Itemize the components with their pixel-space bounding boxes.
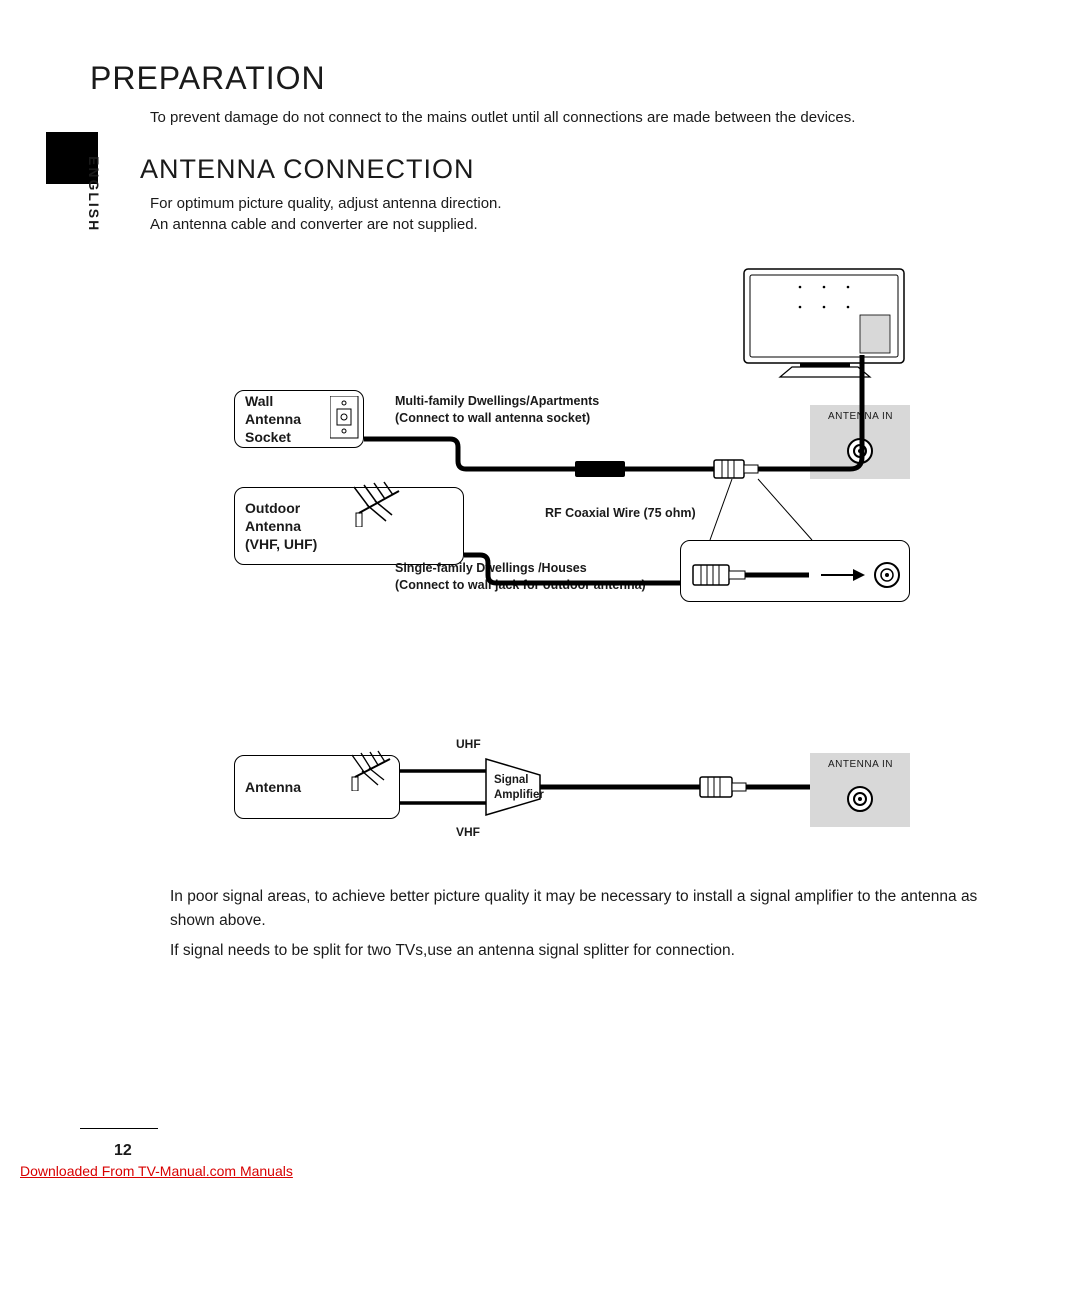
page-number: 12 [114,1142,132,1160]
body-paragraph-2: If signal needs to be split for two TVs,… [170,939,1000,963]
sub-intro-2: An antenna cable and converter are not s… [150,214,1000,235]
antenna-label-2: Antenna [245,778,301,796]
vhf-label: VHF [456,825,480,839]
amp-label: Signal Amplifier [494,773,544,803]
wall-plate-icon [330,396,360,440]
uhf-label: UHF [456,737,481,751]
tv-icon [740,265,910,385]
footer-link[interactable]: Downloaded From TV-Manual.com Manuals [20,1163,293,1179]
manual-page: ENGLISH PREPARATION To prevent damage do… [0,0,1080,1315]
warning-text: To prevent damage do not connect to the … [150,107,1000,128]
yagi-antenna-icon [314,477,404,527]
body-paragraph-1: In poor signal areas, to achieve better … [170,885,1000,933]
antenna-in-label-2: ANTENNA IN [828,759,893,770]
rf-coax-caption: RF Coaxial Wire (75 ohm) [545,505,696,522]
sub-intro-1: For optimum picture quality, adjust ante… [150,193,1000,214]
page-rule [80,1128,158,1129]
language-tab-label: ENGLISH [86,156,102,232]
section-title: PREPARATION [90,60,1000,97]
plug-port-icon [681,541,911,603]
yagi-antenna-icon-2 [316,747,396,791]
antenna-in-label: ANTENNA IN [828,411,893,422]
diagram-signal-amplifier: Antenna UHF VHF Signal Amplifier AN [150,725,1030,865]
multi-family-caption: Multi-family Dwellings/Apartments (Conne… [395,393,599,427]
outdoor-antenna-label: Outdoor Antenna (VHF, UHF) [245,499,317,554]
single-family-caption: Single-family Dwellings /Houses (Connect… [395,560,646,594]
diagram-antenna-connection: ANTENNA IN Wall Antenna Socket Outdoor A… [150,265,1030,625]
subsection-title: ANTENNA CONNECTION [140,154,1000,185]
plug-detail-box [680,540,910,602]
wall-socket-label: Wall Antenna Socket [245,392,301,447]
